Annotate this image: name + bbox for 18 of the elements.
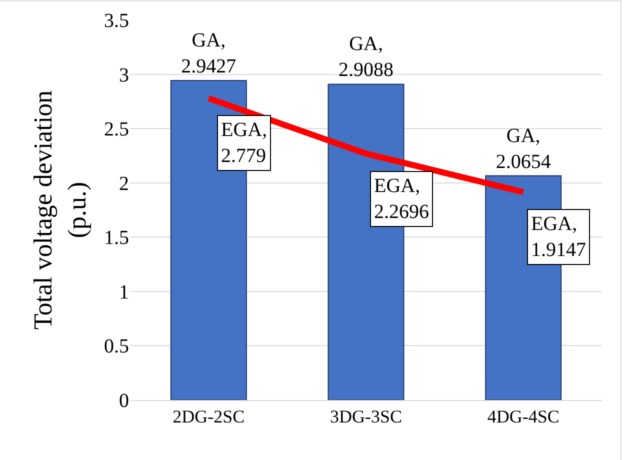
y-tick-label: 0 [119,390,129,412]
y-axis-title: Total voltage deviation (p.u.) [28,90,92,330]
y-tick-label: 1.5 [104,227,129,250]
y-tick-label: 2 [119,172,129,195]
y-tick-label: 2.5 [104,118,129,141]
y-tick-label: 1 [119,281,129,304]
y-tick-label: 3 [119,64,129,86]
x-tick-label: 2DG-2SC [172,406,245,427]
data-label: EGA, 2.2696 [374,175,429,223]
data-label: EGA, 1.9147 [531,213,586,261]
y-tick-label: 3.5 [104,10,129,32]
x-tick-label: 3DG-3SC [330,406,402,427]
data-label: GA, 2.9088 [338,33,394,82]
data-label: GA, 2.0654 [496,124,551,173]
data-label: GA, 2.9427 [181,30,236,78]
x-tick-label: 4DG-4SC [487,406,560,427]
data-label: EGA, 2.779 [221,119,268,167]
y-tick-label: 0.5 [104,336,129,358]
